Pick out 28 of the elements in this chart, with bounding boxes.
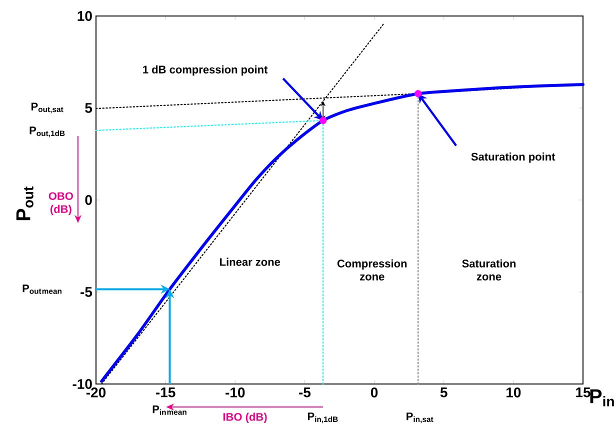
x-tick-label: 10 [506,388,521,398]
text: P$_{out,1dB}$ [30,126,65,138]
x-tick-label: -15 [156,388,176,398]
y-tick-label: 5 [85,103,92,113]
x-tick-label: -5 [299,388,311,398]
text: P$_{in,sat}$ [406,412,434,424]
x-tick-label: -10 [226,388,245,398]
annotation: Compression zone [337,259,407,280]
y-tick-label: 10 [78,11,92,21]
text: P$_{in,1dB}$ [308,412,338,424]
y-tick-label: -5 [80,287,92,297]
annotation: 1 dB compression point [143,65,268,76]
annotation: Linear zone [220,258,280,266]
x-tick-label: 5 [440,388,448,398]
annotation: Saturation zone [462,259,516,280]
text: P$_{out,sat}$ [31,102,64,114]
text: IBO (dB) [223,412,267,423]
text: OBO (dB) [48,192,73,216]
text: P$_{outmean}$ [22,284,62,294]
text: P$_{inmean}$ [152,406,186,415]
annotation: Saturation point [471,152,556,163]
y-tick-label: 0 [85,195,92,205]
y-axis-title: P$_{out}$ [16,186,34,220]
x-axis-title: P$_{in}$ [590,389,614,406]
x-tick-label: -20 [86,388,106,398]
x-tick-label: 0 [370,388,378,398]
x-tick-label: 15 [576,388,590,398]
y-tick-label: -10 [72,379,92,389]
